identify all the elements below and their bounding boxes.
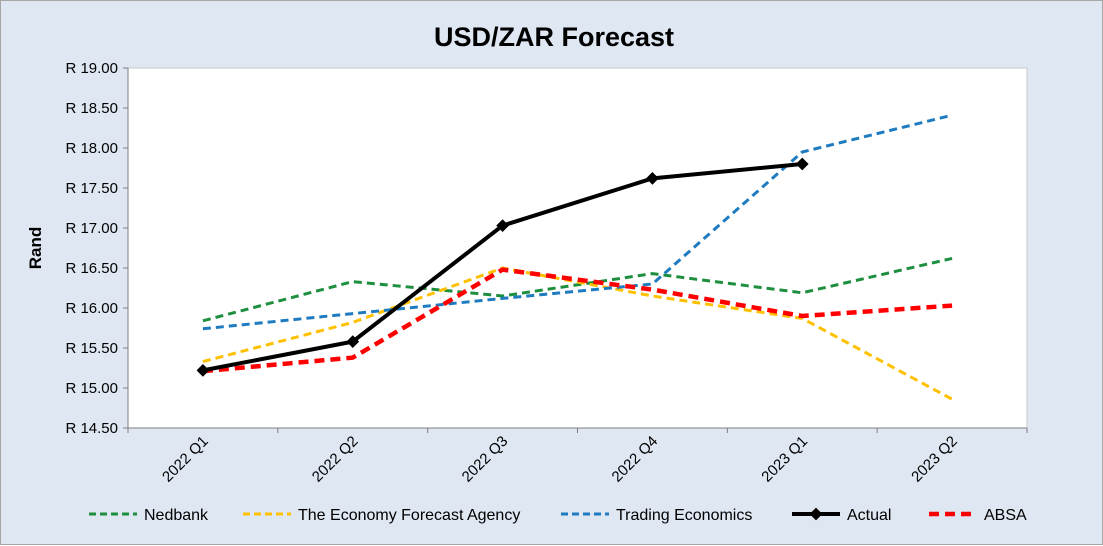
plot-area — [127, 67, 1028, 429]
y-tick-label: R 15.00 — [65, 380, 118, 397]
legend: Nedbank The Economy Forecast Agency Tradin… — [89, 507, 1027, 524]
x-tick-label: 2023 Q1 — [758, 433, 811, 486]
x-tick-label: 2023 Q2 — [908, 433, 961, 486]
y-tick-label: R 16.50 — [65, 260, 118, 277]
x-tick-label: 2022 Q1 — [159, 433, 212, 486]
y-tick-label: R 17.00 — [65, 220, 118, 237]
x-tick-label: 2022 Q2 — [309, 433, 362, 486]
chart-title: USD/ZAR Forecast — [434, 22, 674, 52]
legend-label: Nedbank — [144, 507, 209, 524]
y-tick-label: R 17.50 — [65, 180, 118, 197]
series-line-the-economy-forecast-agency — [202, 266, 953, 401]
y-tick-label: R 18.00 — [65, 140, 118, 157]
legend-label: The Economy Forecast Agency — [298, 507, 520, 524]
y-tick-label: R 15.50 — [65, 340, 118, 357]
legend-label: Trading Economics — [616, 507, 752, 524]
series-line-nedbank — [202, 256, 953, 323]
data-point-actual — [196, 364, 210, 377]
data-point-actual — [496, 219, 509, 232]
data-point-actual — [346, 335, 360, 348]
legend-marker — [809, 507, 823, 521]
y-axis-label: Rand — [26, 227, 45, 270]
y-tick-label: R 19.00 — [65, 60, 118, 77]
legend-label: ABSA — [984, 507, 1027, 524]
series-lines — [196, 113, 953, 401]
x-tick-label: 2022 Q3 — [459, 433, 512, 486]
y-tick-label: R 16.00 — [65, 300, 118, 317]
y-tick-label: R 14.50 — [65, 420, 118, 437]
x-tick-label: 2022 Q4 — [609, 433, 662, 486]
legend-label: Actual — [847, 507, 891, 524]
series-line-trading-economics — [202, 113, 953, 331]
y-tick-label: R 18.50 — [65, 100, 118, 117]
